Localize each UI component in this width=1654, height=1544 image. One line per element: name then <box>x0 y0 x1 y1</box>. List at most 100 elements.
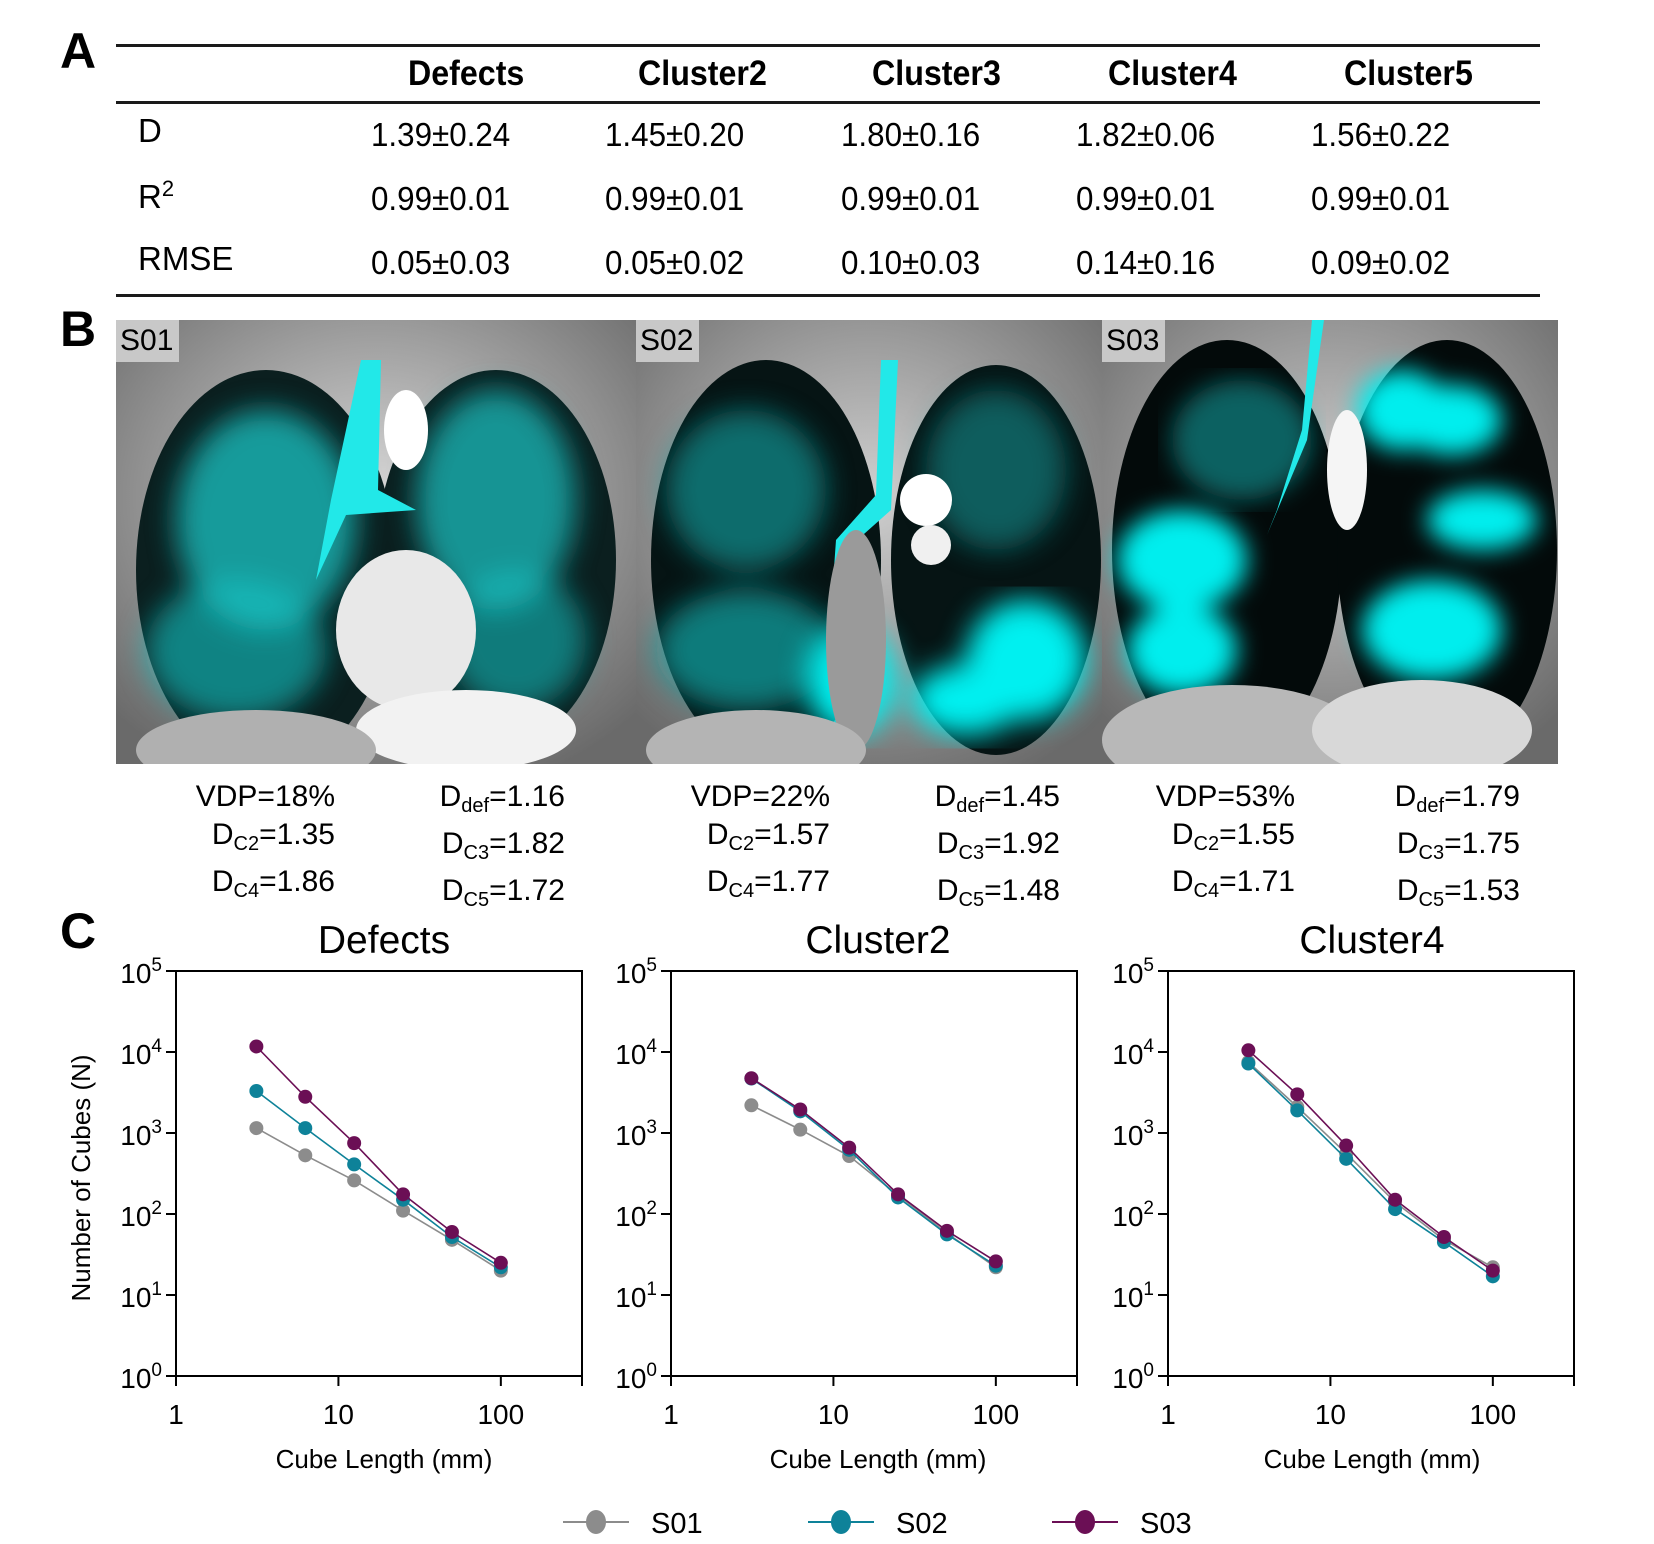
legend-markers: S01 S02 S03 <box>563 1508 1192 1540</box>
legend-item-s01: S01 <box>563 1508 703 1540</box>
data-point <box>1339 1151 1354 1166</box>
x-tick-label: 100 <box>972 1399 1019 1430</box>
stats-s01-left: VDP=18% DC2=1.35 DC4=1.86 <box>150 778 335 910</box>
data-point <box>891 1187 906 1202</box>
subscript: C4 <box>1193 880 1220 902</box>
d-def-value: Ddef=1.45 <box>875 778 1060 825</box>
data-point <box>298 1121 313 1136</box>
series-line <box>1247 1063 1494 1277</box>
series-s01 <box>1241 1055 1500 1275</box>
data-point <box>1339 1138 1354 1153</box>
panel-label-c: C <box>60 903 97 959</box>
legend-label: S03 <box>1140 1508 1192 1540</box>
subject-tag: S02 <box>636 320 700 362</box>
subscript: def <box>461 795 490 817</box>
d-symbol: D <box>439 780 462 813</box>
vdp-value: VDP=53% <box>1155 780 1295 813</box>
d-symbol: D <box>211 865 234 898</box>
legend-item-s03: S03 <box>1052 1508 1192 1540</box>
x-tick-label: 10 <box>818 1399 849 1430</box>
panel-label-a: A <box>60 23 97 79</box>
data-point <box>347 1136 362 1151</box>
vdp-value: VDP=18% <box>195 780 335 813</box>
d-symbol: D <box>441 827 464 860</box>
series-s03 <box>744 1071 1003 1269</box>
series-line <box>1247 1049 1494 1272</box>
value: =1.57 <box>754 818 830 851</box>
y-tick-label: 104 <box>615 1036 657 1070</box>
value: =1.45 <box>984 780 1060 813</box>
value: =1.71 <box>1219 865 1295 898</box>
subscript: def <box>1416 795 1445 817</box>
table-cell: 1.80±0.16 <box>841 116 981 153</box>
value: =1.92 <box>984 827 1060 860</box>
data-point <box>347 1157 362 1172</box>
data-point <box>842 1140 857 1155</box>
d-def-value: Ddef=1.79 <box>1335 778 1520 825</box>
table-cell: 0.99±0.01 <box>371 180 511 217</box>
subscript: C5 <box>958 889 985 911</box>
value: =1.86 <box>259 865 335 898</box>
subscript: C5 <box>463 889 490 911</box>
y-tick-label: 102 <box>615 1198 657 1232</box>
data-point <box>1485 1263 1500 1278</box>
value: =1.72 <box>489 874 565 907</box>
data-point <box>1290 1103 1305 1118</box>
y-tick-label: 105 <box>120 955 162 989</box>
d-c4-value: DC4=1.71 <box>1110 863 1295 910</box>
chart-cluster4: Cluster4 100 101 102 103 104 105 1 10 100 Cube Len… <box>1112 919 1575 1474</box>
d-c4-value: DC4=1.86 <box>150 863 335 910</box>
stats-s01-right: Ddef=1.16 DC3=1.82 DC5=1.72 <box>380 778 565 919</box>
legend-label: S01 <box>651 1508 703 1540</box>
table-cell: 0.09±0.02 <box>1311 244 1451 281</box>
y-tick-label: 105 <box>615 955 657 989</box>
d-symbol: D <box>211 818 234 851</box>
d-symbol: D <box>1396 874 1419 907</box>
series-s02 <box>249 1084 508 1275</box>
legend-marker <box>831 1510 851 1534</box>
series-s01 <box>249 1121 508 1278</box>
d-symbol: D <box>934 780 957 813</box>
table-cell: 0.14±0.16 <box>1076 244 1216 281</box>
subscript: C3 <box>1418 842 1445 864</box>
plot-frame <box>670 970 1078 1377</box>
mri-image-s02: S02 <box>636 320 1102 764</box>
subscript: C4 <box>728 880 755 902</box>
table-header-cluster3: Cluster3 <box>872 54 1001 93</box>
plot-frame <box>175 970 583 1377</box>
data-point <box>298 1148 313 1163</box>
data-point <box>396 1187 411 1202</box>
data-point <box>249 1084 264 1099</box>
legend-marker <box>1075 1510 1095 1534</box>
value: =1.82 <box>489 827 565 860</box>
data-point <box>1388 1192 1403 1207</box>
data-point <box>744 1071 759 1086</box>
legend-marker <box>586 1510 606 1534</box>
value: =1.35 <box>259 818 335 851</box>
table-cell: 0.99±0.01 <box>841 180 981 217</box>
value: =1.55 <box>1219 818 1295 851</box>
stats-s02-left: VDP=22% DC2=1.57 DC4=1.77 <box>645 778 830 910</box>
series-line <box>255 1045 502 1264</box>
value: =1.79 <box>1444 780 1520 813</box>
subject-tag: S03 <box>1102 320 1166 362</box>
x-axis-label: Cube Length (mm) <box>770 1444 987 1474</box>
panel-label-b: B <box>60 301 97 357</box>
d-c2-value: DC2=1.57 <box>645 816 830 863</box>
series-s01 <box>744 1098 1003 1275</box>
table-cell: 0.99±0.01 <box>1076 180 1216 217</box>
legend-item-s02: S02 <box>808 1508 948 1540</box>
lung-mri-illustration <box>116 320 636 764</box>
data-point <box>939 1223 954 1238</box>
d-symbol: D <box>1396 827 1419 860</box>
mri-image-s01: S01 <box>116 320 636 764</box>
y-tick-label: 103 <box>1112 1117 1154 1151</box>
row-label-r2-base: R <box>138 178 162 215</box>
x-tick-label: 100 <box>1469 1399 1516 1430</box>
table-cell: 1.39±0.24 <box>371 116 511 153</box>
subject-tag: S01 <box>116 320 180 362</box>
stats-s02-right: Ddef=1.45 DC3=1.92 DC5=1.48 <box>875 778 1060 919</box>
series-line <box>255 1090 502 1268</box>
y-tick-label: 100 <box>120 1360 162 1394</box>
